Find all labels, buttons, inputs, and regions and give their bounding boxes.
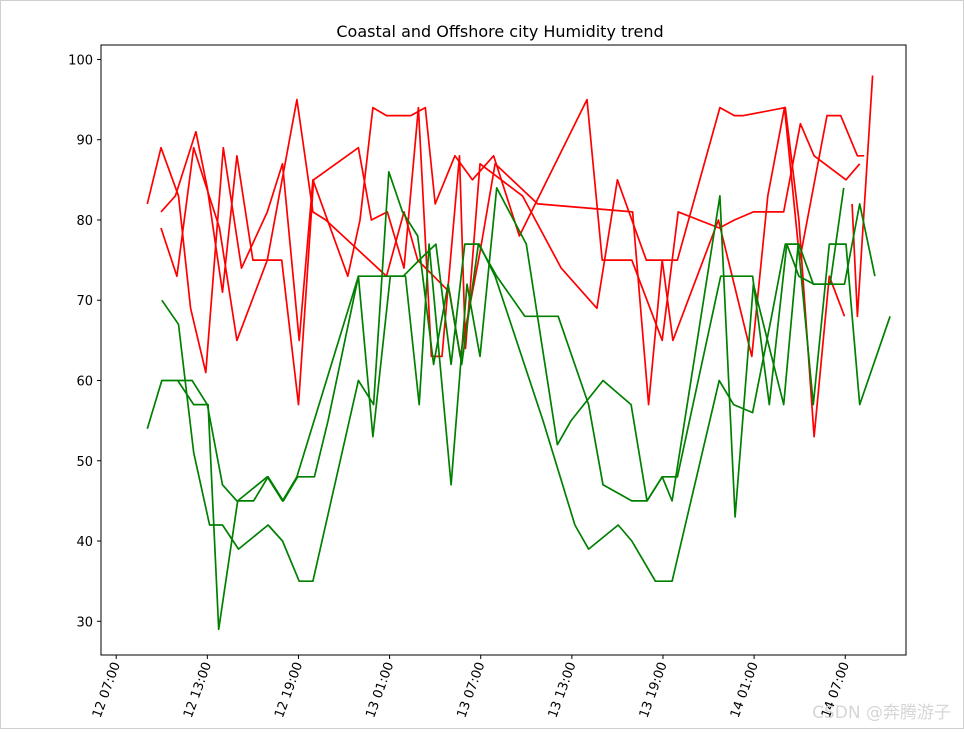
x-tick-label: 12 13:00: [181, 660, 215, 720]
series-layer: [146, 75, 891, 631]
y-tick-label: 30: [76, 615, 93, 630]
x-tick-label: 13 13:00: [546, 660, 580, 720]
series-line-5: [146, 187, 845, 583]
series-line-4: [851, 75, 874, 318]
y-tick-label: 40: [76, 535, 93, 550]
y-axis: 30 40 50 60 70 80 90 100: [68, 53, 101, 630]
x-tick-label: 13 19:00: [637, 660, 671, 720]
x-tick-label: 12 07:00: [90, 660, 124, 720]
series-line-2: [160, 98, 846, 438]
y-tick-label: 60: [76, 375, 93, 390]
y-tick-label: 90: [76, 134, 93, 149]
series-line-6: [161, 170, 876, 583]
y-tick-label: 50: [76, 455, 93, 470]
chart-title: Coastal and Offshore city Humidity trend: [336, 22, 663, 41]
x-tick-label: 14 01:00: [728, 660, 762, 720]
y-tick-label: 100: [68, 53, 93, 68]
watermark: CSDN @奔腾游子: [812, 703, 951, 723]
series-line-7: [176, 187, 891, 631]
x-tick-label: 13 07:00: [454, 660, 488, 720]
x-tick-label: 12 19:00: [272, 660, 306, 720]
plot-frame: [100, 44, 907, 656]
y-tick-label: 80: [76, 214, 93, 229]
y-tick-label: 70: [76, 294, 93, 309]
series-line-1: [146, 98, 861, 374]
x-tick-label: 13 01:00: [363, 660, 397, 720]
series-line-3: [160, 106, 865, 406]
x-axis: 12 07:00 12 13:00 12 19:00 13 01:00 13 07:00…: [90, 655, 853, 720]
